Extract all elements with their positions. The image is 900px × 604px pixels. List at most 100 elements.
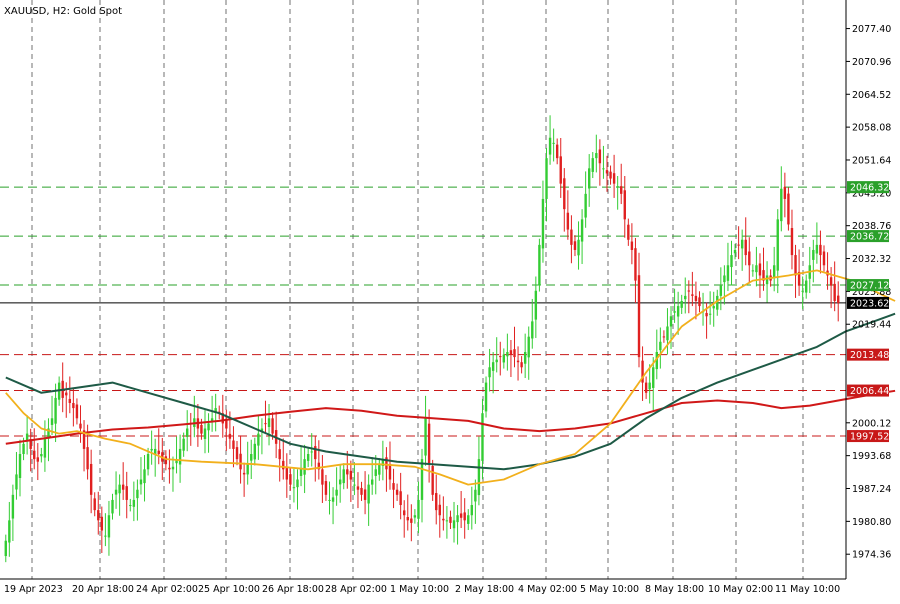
candle-bull — [712, 306, 715, 309]
y-tick-label: 1987.24 — [852, 484, 891, 495]
candle-bear — [97, 510, 100, 521]
y-tick-label: 2064.52 — [852, 90, 891, 101]
candle-bear — [438, 504, 441, 516]
candle-bull — [481, 413, 484, 461]
candle-bear — [392, 483, 395, 490]
candle-bear — [630, 241, 634, 250]
candle-bull — [541, 198, 545, 249]
y-tick-label: 1993.68 — [852, 451, 891, 462]
candle-bear — [819, 244, 822, 256]
candle-bull — [719, 285, 723, 296]
candle-bear — [36, 457, 39, 462]
candle-bull — [15, 474, 18, 490]
candle-bear — [691, 294, 694, 296]
x-tick-label: 19 Apr 2023 — [4, 584, 63, 595]
candle-bear — [794, 255, 797, 276]
candle-bull — [107, 515, 111, 538]
x-tick-label: 1 May 10:00 — [390, 584, 449, 595]
candle-bear — [79, 423, 82, 429]
candle-bear — [427, 423, 431, 465]
x-tick-label: 4 May 02:00 — [518, 584, 577, 595]
candle-bull — [659, 341, 662, 351]
candle-bull — [708, 313, 712, 315]
candle-bear — [321, 469, 324, 485]
x-tick-label: 20 Apr 18:00 — [72, 584, 134, 595]
candle-bull — [523, 351, 527, 364]
candle-bull — [652, 367, 655, 388]
candle-bull — [47, 428, 50, 439]
candle-bear — [783, 186, 787, 199]
candle-bear — [837, 295, 840, 304]
candle-bull — [616, 186, 619, 188]
candle-bull — [669, 316, 673, 327]
level-tag — [847, 430, 889, 443]
y-tick-label: 2025.88 — [852, 287, 891, 298]
candle-bull — [260, 428, 264, 432]
candle-bull — [548, 137, 552, 155]
candle-bear — [93, 498, 96, 511]
x-tick-label: 8 May 18:00 — [645, 584, 704, 595]
candle-bear — [100, 516, 104, 531]
candle-bear — [228, 433, 232, 439]
candle-bear — [762, 270, 765, 281]
candle-bear — [406, 517, 409, 521]
candle-bull — [470, 505, 474, 516]
candle-bull — [136, 489, 139, 499]
candle-bull — [175, 459, 178, 464]
y-tick-label: 2051.64 — [852, 155, 891, 166]
candle-bull — [381, 459, 385, 467]
candle-bear — [787, 193, 790, 225]
x-tick-label: 24 Apr 02:00 — [136, 584, 198, 595]
candle-bull — [580, 219, 584, 242]
candle-bear — [623, 190, 626, 220]
candle-bull — [50, 418, 54, 425]
candle-bear — [463, 512, 466, 521]
candle-bull — [299, 469, 303, 476]
candle-bear — [349, 470, 353, 480]
candle-bear — [748, 251, 751, 266]
level-tag-label: 2013.48 — [850, 350, 889, 361]
candle-bull — [257, 433, 260, 446]
candle-bear — [282, 460, 285, 470]
candle-bear — [200, 424, 203, 434]
candle-bear — [570, 229, 573, 245]
candle-bull — [292, 487, 296, 489]
candle-bull — [417, 499, 420, 519]
candle-bull — [338, 479, 342, 485]
candle-bull — [452, 520, 456, 529]
candle-bear — [289, 474, 292, 485]
candle-bear — [278, 449, 281, 460]
candle-bull — [584, 193, 587, 218]
candle-bull — [306, 454, 310, 461]
candle-bear — [435, 493, 438, 511]
x-tick-label: 5 May 10:00 — [580, 584, 639, 595]
candle-bear — [449, 516, 452, 523]
candle-bull — [595, 153, 598, 159]
candle-bear — [563, 178, 566, 210]
candle-bear — [168, 467, 171, 470]
candle-bull — [246, 464, 249, 475]
candle-bear — [612, 173, 616, 184]
candle-bull — [178, 448, 182, 465]
candle-bear — [822, 251, 826, 266]
candle-bull — [353, 484, 356, 486]
candle-bear — [790, 228, 794, 256]
candle-bull — [54, 397, 57, 424]
candle-bear — [797, 271, 801, 286]
level-tag — [847, 384, 889, 397]
candle-bull — [328, 499, 331, 501]
level-tag — [847, 279, 889, 292]
candle-bull — [673, 311, 676, 313]
candle-bull — [730, 255, 733, 268]
candle-bear — [516, 360, 520, 363]
candle-bull — [331, 497, 335, 502]
y-tick-label: 2032.32 — [852, 254, 891, 265]
ma-slow-line — [5, 312, 896, 471]
candle-bull — [726, 265, 730, 281]
candle-bull — [150, 448, 153, 451]
candle-bear — [399, 491, 402, 506]
x-tick-label: 11 May 10:00 — [775, 584, 840, 595]
candle-bear — [221, 413, 224, 424]
candle-bull — [491, 362, 495, 371]
